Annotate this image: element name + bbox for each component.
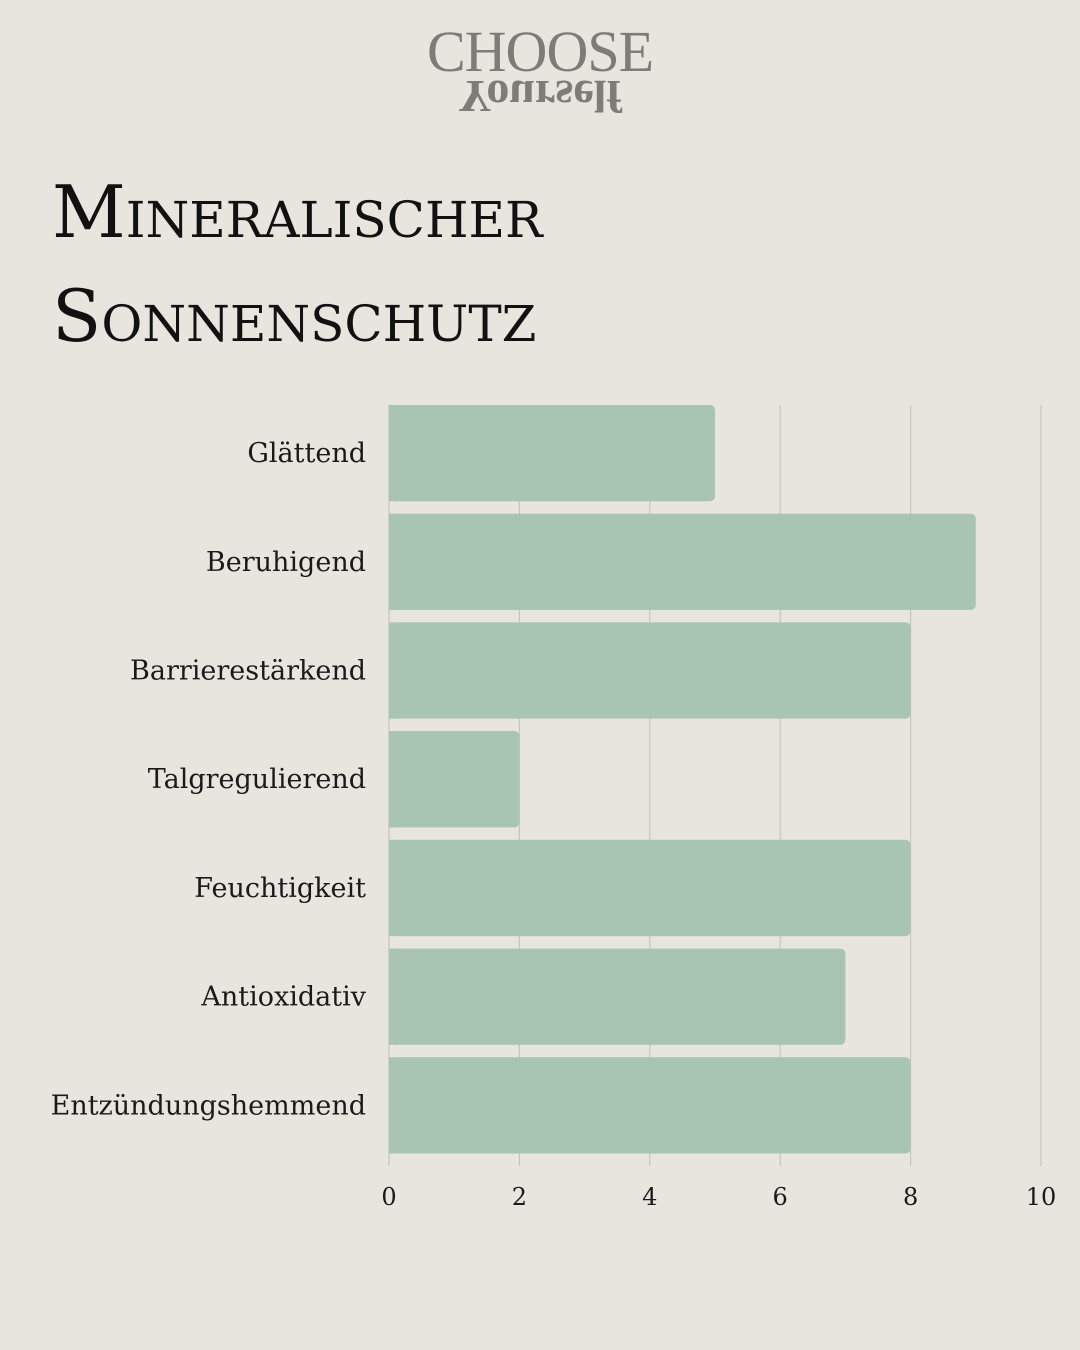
x-tick-label: 8 (903, 1183, 918, 1211)
bar-base-3 (389, 731, 397, 828)
bar-base-5 (389, 948, 397, 1045)
page-title: Mineralischer Sonnenschutz (52, 170, 543, 358)
bar-0 (389, 405, 715, 502)
x-tick-label: 4 (642, 1183, 657, 1211)
category-label: Feuchtigkeit (194, 873, 366, 904)
x-tick-label: 10 (1026, 1183, 1057, 1211)
bar-5 (389, 948, 846, 1045)
x-tick-label: 6 (773, 1183, 788, 1211)
x-tick-label: 2 (512, 1183, 527, 1211)
category-label: Beruhigend (206, 547, 366, 578)
category-label: Glättend (247, 438, 366, 469)
category-label: Entzündungshemmend (51, 1090, 366, 1121)
bar-base-0 (389, 405, 397, 502)
bar-base-4 (389, 839, 397, 937)
bar-3 (389, 731, 520, 828)
bar-4 (389, 839, 911, 937)
category-label: Barrierestärkend (130, 656, 366, 687)
bar-1 (389, 513, 976, 610)
bar-base-2 (389, 622, 397, 719)
bar-2 (389, 622, 911, 719)
bar-base-1 (389, 513, 397, 610)
logo-top-text: CHOOSE (426, 19, 654, 84)
bar-base-6 (389, 1057, 397, 1154)
bar-6 (389, 1057, 911, 1154)
brand-logo: CHOOSE Yourself (0, 19, 1080, 123)
category-label: Antioxidativ (200, 982, 366, 1013)
x-tick-label: 0 (381, 1183, 396, 1211)
category-label: Talgregulierend (148, 764, 366, 795)
